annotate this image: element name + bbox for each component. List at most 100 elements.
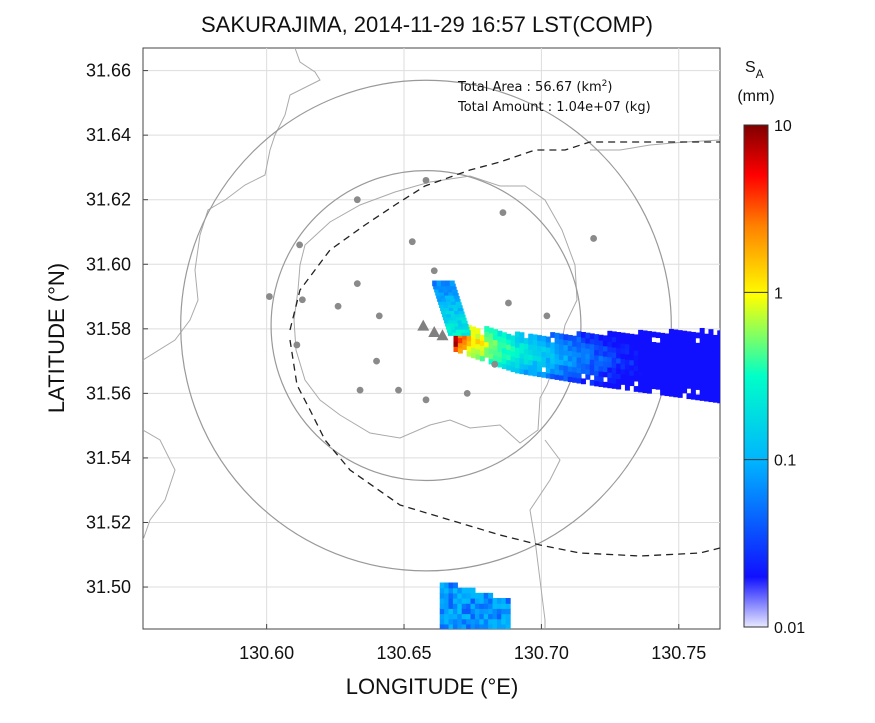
plume-cell bbox=[554, 358, 560, 365]
plume-cell bbox=[501, 613, 507, 620]
plume-cell bbox=[510, 345, 516, 352]
plume-cell bbox=[712, 350, 718, 357]
plume-cell bbox=[651, 357, 657, 364]
plume-cell bbox=[712, 381, 718, 388]
plume-cell bbox=[682, 330, 688, 337]
plume-cell bbox=[699, 338, 705, 345]
plume-cell bbox=[580, 368, 586, 374]
plume-cell bbox=[493, 334, 499, 341]
plume-cell bbox=[474, 592, 480, 599]
plume-cell bbox=[445, 296, 451, 302]
plume-cell bbox=[616, 383, 622, 390]
plume-cell bbox=[616, 352, 622, 359]
plume-cell bbox=[458, 308, 464, 315]
x-tick-label: 130.60 bbox=[239, 643, 294, 663]
plume-cell bbox=[471, 347, 477, 354]
plume-cell bbox=[704, 349, 710, 355]
plume-cell bbox=[682, 356, 688, 363]
plume-cell bbox=[664, 354, 670, 360]
plume-cell bbox=[455, 299, 461, 305]
plume-cell bbox=[501, 342, 507, 349]
plume-cell bbox=[717, 397, 720, 404]
plume-cell bbox=[463, 323, 469, 330]
plume-cell bbox=[523, 363, 529, 370]
plume-cell bbox=[448, 618, 454, 625]
plume-cell bbox=[554, 368, 560, 375]
plume-cell bbox=[554, 348, 560, 355]
plume-cell bbox=[594, 349, 600, 356]
plume-cell bbox=[686, 382, 692, 389]
plume-cell bbox=[493, 339, 499, 346]
plume-cell bbox=[668, 344, 674, 351]
vent-marker bbox=[417, 319, 430, 331]
sakurajima-coastline bbox=[293, 175, 578, 444]
plume-cell bbox=[673, 360, 679, 367]
plume-cell bbox=[624, 369, 630, 376]
station-marker bbox=[373, 357, 380, 365]
plume-cell bbox=[479, 613, 485, 620]
plume-cell bbox=[545, 367, 551, 374]
plume-cell bbox=[572, 371, 578, 378]
plume-cell bbox=[589, 354, 595, 360]
plume-cell bbox=[572, 361, 578, 368]
plume-cell bbox=[699, 348, 705, 355]
plume-cell bbox=[598, 376, 604, 382]
plume-cell bbox=[483, 608, 489, 615]
plume-cell bbox=[550, 368, 556, 375]
plume-cell bbox=[598, 339, 604, 346]
plume-cell bbox=[616, 357, 622, 364]
plume-cell bbox=[717, 366, 720, 373]
plume-cell bbox=[456, 314, 462, 321]
plume-cell bbox=[572, 340, 578, 347]
plume-cell bbox=[572, 356, 578, 363]
plume-cell bbox=[642, 382, 648, 388]
plume-cell bbox=[523, 369, 529, 375]
plume-cell bbox=[439, 592, 445, 599]
plume-cell bbox=[660, 332, 666, 339]
y-tick-label: 31.60 bbox=[86, 254, 131, 274]
plume-cell bbox=[708, 396, 714, 403]
station-marker bbox=[505, 299, 512, 307]
plume-cell bbox=[589, 364, 595, 371]
plume-cell bbox=[453, 341, 459, 347]
plume-cell bbox=[479, 618, 485, 625]
x-tick-label: 130.65 bbox=[376, 643, 431, 663]
total-area-text: Total Area : 56.67 (km bbox=[457, 80, 602, 95]
plume-cell bbox=[616, 363, 622, 369]
station-marker bbox=[265, 293, 273, 300]
plume-cell bbox=[598, 350, 604, 357]
plume-cell bbox=[457, 587, 463, 594]
plume-cell bbox=[668, 349, 674, 356]
plume-cell bbox=[567, 376, 573, 383]
plume-cell bbox=[673, 329, 679, 336]
plume-cell bbox=[445, 320, 451, 327]
plume-cell bbox=[646, 367, 652, 373]
plume-cell bbox=[695, 342, 701, 349]
total-area-sup: 2 bbox=[602, 79, 608, 89]
plume-cell bbox=[690, 362, 696, 369]
plume-cell bbox=[677, 335, 683, 342]
plume-cell bbox=[655, 363, 661, 370]
plume-cell bbox=[629, 364, 635, 371]
plume-cell bbox=[611, 367, 617, 374]
plume-cell bbox=[550, 347, 556, 354]
plume-cell bbox=[528, 364, 534, 371]
plume-cell bbox=[673, 386, 679, 393]
plume-cell bbox=[589, 338, 595, 345]
plume-cell bbox=[519, 352, 525, 359]
plume-cell bbox=[456, 330, 462, 336]
plume-cell bbox=[624, 353, 630, 360]
plume-cell bbox=[505, 598, 511, 604]
plume-cell bbox=[537, 355, 543, 362]
plume-cell bbox=[611, 346, 617, 353]
plume-cell bbox=[660, 363, 666, 370]
plume-cell bbox=[550, 363, 556, 369]
plume-cell bbox=[470, 592, 476, 599]
plume-cell bbox=[501, 618, 507, 625]
plume-cell bbox=[642, 330, 648, 337]
plume-cell bbox=[563, 354, 569, 361]
plume-cell bbox=[660, 358, 666, 365]
plume-cell bbox=[580, 362, 586, 369]
plume-cell bbox=[447, 314, 453, 321]
plume-cell bbox=[446, 323, 452, 330]
